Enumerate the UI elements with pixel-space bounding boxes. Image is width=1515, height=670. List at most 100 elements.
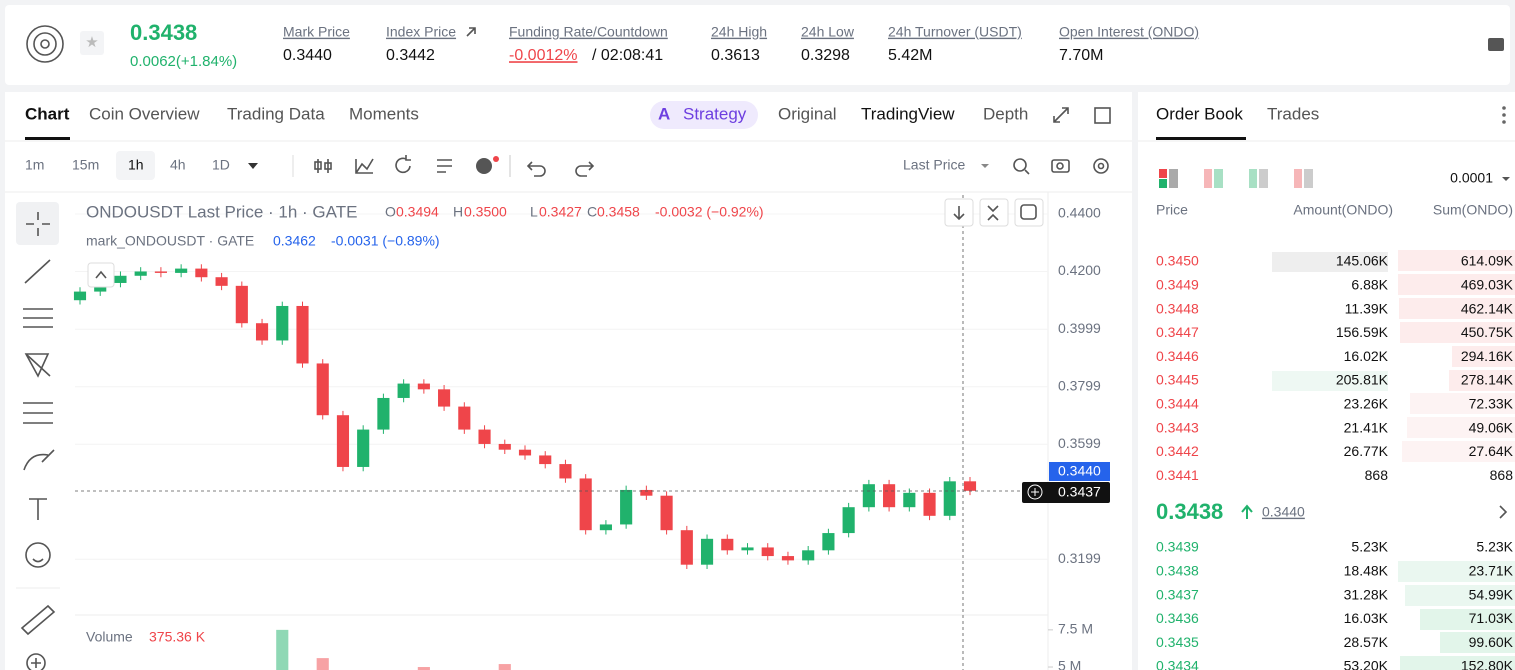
stat-label[interactable]: Index Price [386,24,456,40]
view-tab[interactable]: TradingView [861,104,955,123]
y-tick-label: 0.3199 [1058,550,1101,566]
book-icon[interactable] [1488,38,1504,51]
legend-value: 0.3500 [464,204,507,220]
legend-title: ONDOUSDT Last Price · 1h · GATE [86,202,357,221]
candle-body [943,481,956,516]
header-panel [5,5,1510,85]
y-tick-label: 0.4400 [1058,205,1101,221]
view-tab[interactable]: Strategy [683,104,747,123]
stat-label[interactable]: Funding Rate/Countdown [509,24,668,40]
drawing-tools[interactable] [20,212,56,670]
ob-header: Sum(ONDO) [1433,202,1513,218]
candle-body [963,481,977,491]
logo[interactable] [26,25,64,63]
volume-bars [276,629,511,670]
fullscreen-icon[interactable] [1053,107,1069,123]
precision[interactable]: 0.0001 [1450,170,1493,186]
view-tab[interactable]: Depth [983,104,1028,123]
interval[interactable]: 1m [25,157,44,173]
candle-body [397,383,410,398]
view-tab[interactable]: Original [778,104,837,123]
price-source[interactable]: Last Price [903,157,965,173]
candle-body [114,275,127,283]
ob-sum: 71.03K [1469,610,1514,626]
stat-label[interactable]: 24h Low [801,24,855,40]
candle-body [518,449,532,456]
star-icon: ★ [85,34,98,51]
interval[interactable]: 1h [128,157,144,173]
indicator-icon[interactable] [476,158,492,174]
strategy-pill[interactable] [650,101,758,129]
interval[interactable]: 4h [170,157,186,173]
favorite-button[interactable] [80,31,104,55]
tab[interactable]: Chart [25,104,70,123]
stat-label[interactable]: Mark Price [283,24,350,40]
ob-price: 0.3444 [1156,396,1199,412]
header-price: 0.3438 [130,20,197,45]
candle-body [478,429,491,444]
chart-corner-buttons[interactable] [944,198,1044,227]
ob-price: 0.3438 [1156,563,1199,579]
interval[interactable]: 15m [72,157,99,173]
tool-active [16,202,59,245]
candle-body [336,415,350,467]
tab[interactable]: Moments [349,104,419,123]
precision-dropdown[interactable] [1502,177,1510,181]
tab[interactable]: Coin Overview [89,104,200,123]
ob-sum: 462.14K [1461,300,1514,316]
ob-price: 0.3437 [1156,586,1199,602]
candle-body [883,484,896,508]
candle-body [417,383,430,390]
ob-amount: 23.26K [1344,396,1389,412]
candle-body [599,524,612,531]
volume-bar [316,658,329,670]
ob-tab[interactable]: Trades [1267,104,1319,123]
mark-price-tag-text: 0.3440 [1058,463,1101,479]
candle-body [559,464,572,479]
volume-tick-label: 7.5 M [1058,621,1093,637]
volume-bar [276,629,289,670]
book-layout-icons[interactable] [1159,169,1313,188]
price-source-dropdown[interactable] [981,164,989,168]
mark-legend-title: mark_ONDOUSDT · GATE [86,233,254,249]
more-icon[interactable] [1502,106,1506,124]
candle-body [721,538,734,551]
y-tick-label: 0.3999 [1058,320,1101,336]
candle-body [802,550,815,561]
ob-tab[interactable]: Order Book [1156,104,1243,123]
ob-amount: 53.20K [1344,658,1389,670]
plus [1031,488,1039,496]
stat-value: -0.0012% [509,47,578,64]
candle-body [781,556,795,561]
candle-body [539,455,552,465]
candle-body [822,533,835,551]
interval[interactable]: 1D [212,157,230,173]
ob-amount: 11.39K [1345,300,1389,316]
ob-amount: 16.03K [1344,610,1389,626]
y-tick-label: 0.3599 [1058,435,1101,451]
stat-label[interactable]: 24h High [711,24,767,40]
stat-value: 5.42M [888,47,932,64]
candle-body [235,285,248,324]
stat-label[interactable]: Open Interest (ONDO) [1059,24,1199,40]
toolbar-icons-right[interactable] [1013,158,1109,175]
stat-label[interactable]: 24h Turnover (USDT) [888,24,1022,40]
last-price-tag-text: 0.3437 [1058,484,1101,500]
toolbar-icons[interactable] [314,155,595,177]
stat-extra: / 02:08:41 [592,47,663,64]
chevron-right[interactable] [1499,505,1508,519]
legend-label: L [530,204,538,220]
collapse-legend[interactable] [87,262,115,288]
ob-price: 0.3445 [1156,372,1199,388]
candle-body [438,389,451,407]
ob-last-price: 0.3438 [1156,499,1223,524]
candle-body [357,429,370,467]
add-alert-icon[interactable] [1027,484,1043,500]
ob-sum: 152.80K [1461,658,1514,670]
interval-dropdown[interactable] [248,163,258,169]
ob-price: 0.3441 [1156,467,1199,483]
legend-value: 0.3494 [396,204,439,220]
tab-underline [25,137,70,140]
popout-icon[interactable] [1094,107,1111,124]
tab[interactable]: Trading Data [227,104,325,123]
